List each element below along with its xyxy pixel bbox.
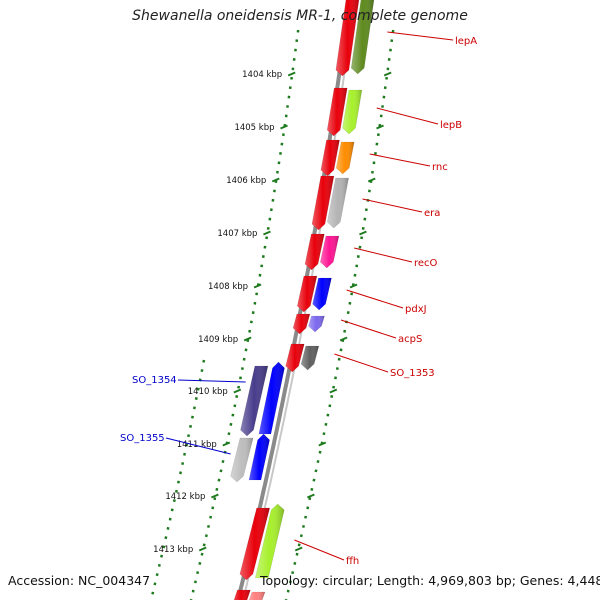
kbp-tick-label: 1406 kbp <box>226 176 266 186</box>
gene-lepA-inner-arrow-shade <box>335 0 359 76</box>
kbp-tick-mark <box>280 124 288 130</box>
kbp-tick-label: 1404 kbp <box>242 70 282 80</box>
kbp-tick-label: 1407 kbp <box>217 229 257 239</box>
gene-era-leader <box>362 198 423 213</box>
dotted-ring-right <box>284 29 395 600</box>
gene-SO_1354-leader <box>177 379 246 383</box>
kbp-tick-mark-right <box>383 71 392 77</box>
map-title: Shewanella oneidensis MR-1, complete gen… <box>132 8 468 24</box>
gene-era-inner-arrow-shade <box>312 176 334 230</box>
kbp-tick-mark <box>222 441 231 447</box>
gene-pdxJ-leader <box>346 289 404 309</box>
gene-era-outer-block-shade <box>327 178 349 228</box>
kbp-tick-mark-right <box>307 493 315 499</box>
kbp-tick-mark <box>211 493 219 499</box>
kbp-tick-label: 1408 kbp <box>208 282 248 292</box>
kbp-tick-label: 1412 kbp <box>165 492 205 502</box>
gene-SO_1354-label: SO_1354 <box>132 375 177 386</box>
gene-rnc-leader <box>369 153 431 167</box>
gene-acpS-outer-block-shade <box>308 316 325 332</box>
gene-pdxJ-label: pdxJ <box>405 304 427 315</box>
kbp-tick-mark <box>198 546 207 552</box>
gene-SO_1353-inner-arrow-shade <box>285 344 305 372</box>
gene-recO-label: recO <box>414 258 438 269</box>
gene-SO_1355-outer-arrow-shade <box>249 434 270 480</box>
gene-recO-leader <box>354 247 413 263</box>
gene-era-label: era <box>424 208 440 219</box>
gene-lepA-leader <box>387 31 454 41</box>
kbp-tick-mark-right <box>349 283 358 289</box>
gene-ffh-outer-block-shade <box>255 504 285 578</box>
gene-partial-inner-arrow-shade <box>234 590 251 600</box>
gene-SO_1354-inner-block-shade <box>240 366 268 436</box>
kbp-tick-mark <box>233 388 242 394</box>
kbp-tick-mark-right <box>318 441 327 447</box>
kbp-tick-mark <box>271 177 280 183</box>
kbp-tick-label: 1413 kbp <box>153 545 193 555</box>
kbp-tick-label: 1405 kbp <box>234 123 274 133</box>
gene-lepA-outer-block-shade <box>351 0 374 74</box>
kbp-tick-label: 1410 kbp <box>188 387 228 397</box>
kbp-tick-label: 1411 kbp <box>177 440 217 450</box>
gene-rnc-outer-block-shade <box>336 142 355 174</box>
gene-SO_1353-label: SO_1353 <box>390 368 435 379</box>
gene-lepB-leader <box>376 107 439 125</box>
gene-lepB-inner-arrow-shade <box>327 88 348 136</box>
gene-SO_1355-inner-block-shade <box>230 438 254 482</box>
kbp-tick-label: 1409 kbp <box>198 335 238 345</box>
gene-SO_1355-leader <box>165 437 231 455</box>
gene-ffh-leader <box>294 539 345 561</box>
kbp-tick-layer: 1404 kbp 1405 kbp 1406 kbp 1407 kbp 1408 kbp… <box>153 70 392 555</box>
kbp-tick-mark-right <box>376 124 384 130</box>
gene-pdxJ-inner-arrow-shade <box>297 276 317 312</box>
gene-acpS-leader <box>340 319 397 339</box>
gene-rnc-inner-arrow-shade <box>320 140 340 176</box>
gene-SO_1353-leader <box>334 353 389 373</box>
gene-SO_1354-outer-arrow-shade <box>258 362 285 434</box>
kbp-tick-mark-right <box>359 230 367 236</box>
kbp-tick-mark-right <box>329 388 338 394</box>
gene-acpS-inner-arrow-shade <box>293 314 310 334</box>
gene-rnc-label: rnc <box>432 162 448 173</box>
outer-dotted-ring-left <box>189 29 300 600</box>
kbp-tick-mark <box>263 230 271 236</box>
accession-text: Accession: NC_004347 <box>8 573 151 588</box>
gene-lepA-label: lepA <box>455 36 477 47</box>
kbp-tick-mark-right <box>339 336 348 342</box>
gene-lepB-outer-block-shade <box>342 90 362 134</box>
kbp-tick-mark <box>253 283 262 289</box>
gene-feature-layer <box>230 0 375 600</box>
gene-partial-outer-block-shade <box>249 592 265 600</box>
backbone-line <box>235 0 352 600</box>
gene-SO_1355-label: SO_1355 <box>120 433 165 444</box>
gene-pdxJ-outer-block-shade <box>312 278 332 310</box>
gene-ffh-inner-arrow-shade <box>239 508 270 580</box>
gene-acpS-label: acpS <box>398 334 422 345</box>
kbp-tick-mark-right <box>294 546 303 552</box>
topology-text: Topology: circular; Length: 4,969,803 bp… <box>260 573 600 588</box>
kbp-tick-mark-right <box>367 177 376 183</box>
dotted-ring-layer <box>149 29 395 600</box>
gene-recO-outer-block-shade <box>320 236 339 268</box>
kbp-tick-mark <box>287 71 296 77</box>
gene-lepB-label: lepB <box>440 120 462 131</box>
gene-ffh-label: ffh <box>346 556 359 567</box>
gene-SO_1353-outer-block-shade <box>301 346 319 370</box>
gene-recO-inner-arrow-shade <box>305 234 325 270</box>
kbp-tick-mark <box>243 336 252 342</box>
